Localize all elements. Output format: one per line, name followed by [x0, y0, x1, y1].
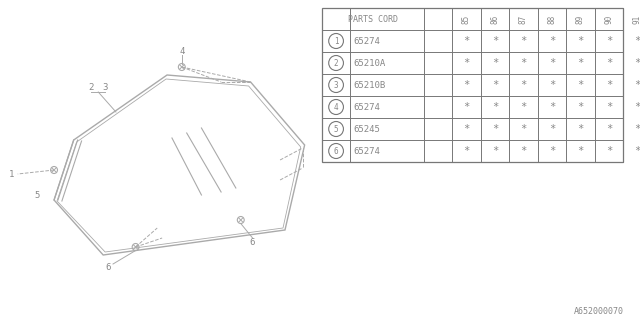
Text: 6: 6 [106, 263, 111, 273]
Text: *: * [492, 80, 498, 90]
Text: *: * [463, 124, 469, 134]
Text: A652000070: A652000070 [574, 307, 624, 316]
Text: *: * [463, 146, 469, 156]
Text: *: * [634, 124, 640, 134]
Text: 1: 1 [334, 36, 339, 45]
Text: *: * [492, 58, 498, 68]
Text: *: * [520, 58, 526, 68]
Text: *: * [605, 36, 612, 46]
Text: PARTS CORD: PARTS CORD [348, 14, 398, 23]
Text: *: * [577, 80, 584, 90]
Bar [323, 8, 623, 162]
Text: *: * [577, 124, 584, 134]
Text: 90: 90 [604, 14, 613, 24]
Text: 65245: 65245 [354, 124, 381, 133]
Text: *: * [548, 146, 555, 156]
Text: 6: 6 [250, 237, 255, 246]
Text: *: * [634, 102, 640, 112]
Text: *: * [605, 146, 612, 156]
Text: 4: 4 [334, 102, 339, 111]
Text: 4: 4 [179, 46, 184, 55]
Text: 65274: 65274 [354, 102, 381, 111]
Text: *: * [605, 102, 612, 112]
Text: *: * [492, 146, 498, 156]
Text: 1: 1 [9, 170, 15, 179]
Text: *: * [634, 58, 640, 68]
Text: *: * [577, 102, 584, 112]
Text: *: * [634, 36, 640, 46]
Text: *: * [492, 36, 498, 46]
Text: *: * [520, 146, 526, 156]
Text: *: * [577, 146, 584, 156]
Text: *: * [520, 102, 526, 112]
Text: 87: 87 [519, 14, 528, 24]
Text: 65274: 65274 [354, 147, 381, 156]
Text: *: * [548, 58, 555, 68]
Text: 91: 91 [633, 14, 640, 24]
Text: 2: 2 [89, 83, 94, 92]
Text: *: * [605, 124, 612, 134]
Text: 65274: 65274 [354, 36, 381, 45]
Text: *: * [520, 124, 526, 134]
Text: 65210B: 65210B [354, 81, 386, 90]
Text: *: * [463, 36, 469, 46]
Text: *: * [634, 146, 640, 156]
Text: *: * [463, 58, 469, 68]
Text: 5: 5 [334, 124, 339, 133]
Text: *: * [492, 102, 498, 112]
Text: 2: 2 [334, 59, 339, 68]
Text: 5: 5 [35, 190, 40, 199]
Text: 88: 88 [547, 14, 556, 24]
Text: *: * [577, 58, 584, 68]
Text: 6: 6 [334, 147, 339, 156]
Text: *: * [548, 80, 555, 90]
Text: 86: 86 [490, 14, 499, 24]
Text: *: * [492, 124, 498, 134]
Text: *: * [605, 80, 612, 90]
Text: *: * [548, 102, 555, 112]
Text: *: * [548, 124, 555, 134]
Text: *: * [605, 58, 612, 68]
Text: *: * [634, 80, 640, 90]
Text: *: * [520, 80, 526, 90]
Text: 89: 89 [576, 14, 585, 24]
Text: 65210A: 65210A [354, 59, 386, 68]
Text: 85: 85 [462, 14, 471, 24]
Text: *: * [577, 36, 584, 46]
Text: *: * [548, 36, 555, 46]
Text: *: * [463, 80, 469, 90]
Text: 3: 3 [102, 83, 108, 92]
Text: *: * [520, 36, 526, 46]
Text: 3: 3 [334, 81, 339, 90]
Text: *: * [463, 102, 469, 112]
